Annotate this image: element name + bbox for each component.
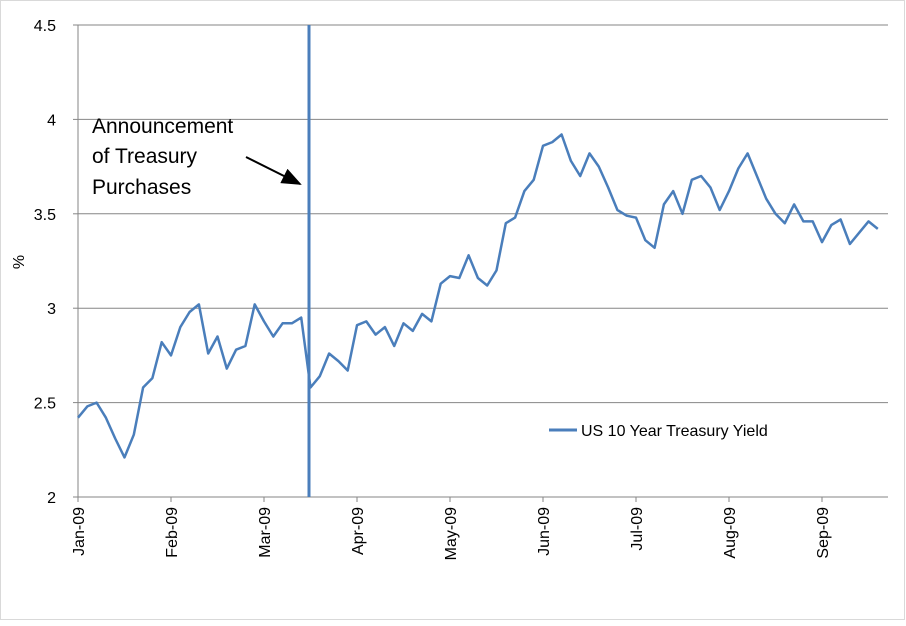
- y-tick-label: 2.5: [34, 396, 56, 413]
- y-tick-label: 4.5: [34, 18, 56, 35]
- x-tick-label: Mar-09: [257, 507, 274, 558]
- y-tick-label: 3: [47, 301, 56, 318]
- x-tick-label: Sep-09: [815, 507, 832, 559]
- annotation-arrow: [245, 156, 302, 185]
- x-tick-label: Feb-09: [164, 507, 181, 558]
- y-tick-label: 3.5: [34, 207, 56, 224]
- y-tick-label: 4: [47, 112, 56, 129]
- y-axis-label: %: [11, 255, 28, 269]
- y-tick-label: 2: [47, 490, 56, 507]
- annotation: Purchases: [92, 176, 191, 199]
- x-tick-label: Apr-09: [350, 507, 367, 555]
- series-line: [77, 133, 879, 459]
- annotation: of Treasury: [92, 145, 198, 168]
- x-tick-label: Jul-09: [629, 507, 646, 551]
- plot-area: 2 2.5 3 3.5 4 4.5 Jan-09 Feb-09 Mar-09 Apr-09 May-…: [34, 18, 888, 560]
- x-tick-label: Jun-09: [536, 507, 553, 556]
- annotation: Announcement: [92, 115, 233, 138]
- x-tick-label: Jan-09: [71, 507, 88, 556]
- legend-label: US 10 Year Treasury Yield: [581, 423, 768, 440]
- x-tick-label: May-09: [443, 507, 460, 560]
- x-tick-label: Aug-09: [722, 507, 739, 559]
